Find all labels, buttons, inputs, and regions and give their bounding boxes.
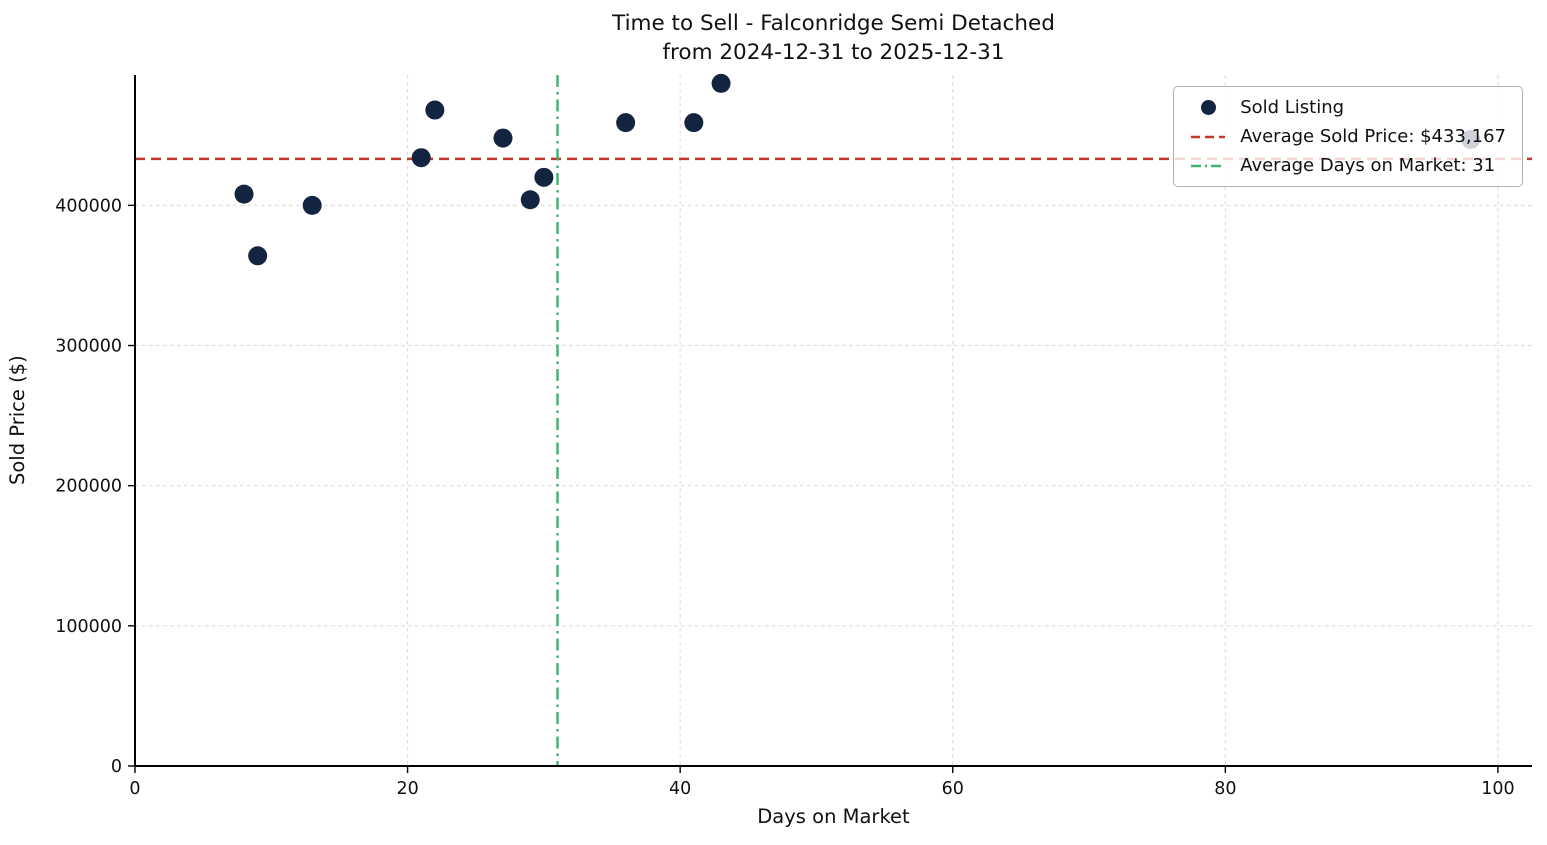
data-point xyxy=(248,246,268,266)
chart-title-line2: from 2024-12-31 to 2025-12-31 xyxy=(662,39,1005,65)
data-point xyxy=(684,113,704,133)
data-point xyxy=(711,73,731,93)
data-point xyxy=(302,195,322,215)
chart-title-line1: Time to Sell - Falconridge Semi Detached xyxy=(612,11,1055,36)
legend-item-sold-listing: Sold Listing xyxy=(1190,97,1506,118)
x-tick-label: 80 xyxy=(1214,779,1236,799)
y-tick-label: 0 xyxy=(111,757,122,777)
avg-days-dashdot-line-marker xyxy=(1190,163,1226,169)
y-tick-label: 100000 xyxy=(55,617,122,637)
legend-label-sold-listing: Sold Listing xyxy=(1240,97,1345,118)
chart-title: Time to Sell - Falconridge Semi Detached… xyxy=(135,10,1532,68)
y-tick-label: 400000 xyxy=(55,196,122,216)
x-tick-label: 0 xyxy=(129,779,140,799)
data-point xyxy=(616,113,636,133)
sold-listing-dot-marker xyxy=(1190,100,1226,115)
x-tick-label: 100 xyxy=(1481,779,1514,799)
legend-label-avg-price: Average Sold Price: $433,167 xyxy=(1240,126,1506,147)
legend-item-avg-days: Average Days on Market: 31 xyxy=(1190,155,1506,176)
legend: Sold Listing Average Sold Price: $433,16… xyxy=(1173,86,1523,187)
x-axis-label: Days on Market xyxy=(757,805,910,828)
x-tick-label: 20 xyxy=(396,779,418,799)
x-tick-label: 40 xyxy=(669,779,691,799)
data-point xyxy=(411,148,431,168)
y-tick-label: 300000 xyxy=(55,337,122,357)
data-point xyxy=(534,167,554,187)
data-point xyxy=(493,128,513,148)
avg-price-dashed-line-marker xyxy=(1190,134,1226,140)
data-point xyxy=(520,190,540,210)
data-point xyxy=(234,184,254,204)
legend-label-avg-days: Average Days on Market: 31 xyxy=(1240,155,1496,176)
legend-item-avg-price: Average Sold Price: $433,167 xyxy=(1190,126,1506,147)
y-tick-label: 200000 xyxy=(55,477,122,497)
data-point xyxy=(425,100,445,120)
x-tick-label: 60 xyxy=(942,779,964,799)
y-axis-label: Sold Price ($) xyxy=(6,355,29,486)
